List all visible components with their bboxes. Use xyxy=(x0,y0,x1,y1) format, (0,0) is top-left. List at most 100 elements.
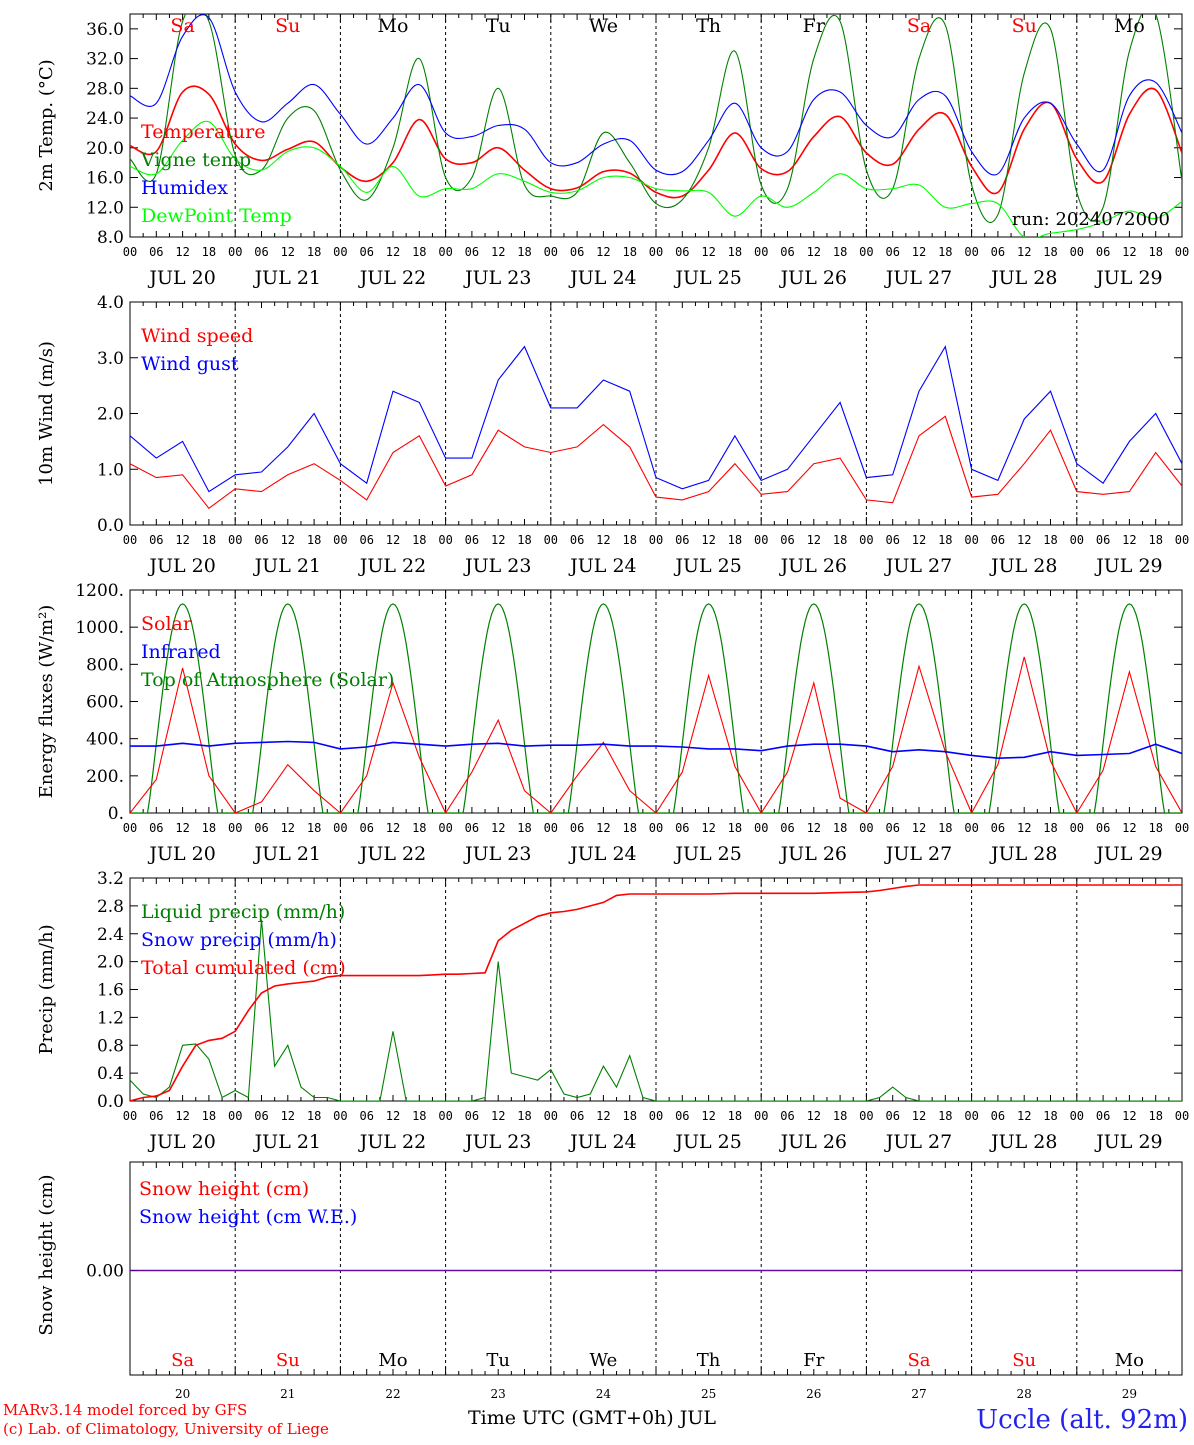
energy-date-label: JUL 23 xyxy=(463,843,531,865)
energy-hour-tick-label: 00 xyxy=(754,821,768,835)
wind-date-label: JUL 25 xyxy=(673,555,741,577)
energy-hour-tick-label: 18 xyxy=(1043,821,1057,835)
temp-hour-tick-label: 12 xyxy=(491,245,505,259)
wind-hour-tick-label: 06 xyxy=(149,533,163,547)
wind-hour-tick-label: 18 xyxy=(1043,533,1057,547)
day-number-label: 23 xyxy=(491,1387,506,1401)
wind-hour-tick-label: 12 xyxy=(1017,533,1031,547)
wind-hour-tick-label: 18 xyxy=(307,533,321,547)
vigne-series-line xyxy=(130,14,1182,223)
temp-hour-tick-label: 18 xyxy=(938,245,952,259)
energy-legend-entry: Top of Atmosphere (Solar) xyxy=(141,669,394,691)
precip-date-label: JUL 28 xyxy=(989,1131,1057,1153)
wind-hour-tick-label: 06 xyxy=(359,533,373,547)
precip-hour-tick-label: 00 xyxy=(228,1109,242,1123)
precip-y-tick-label: 0.0 xyxy=(97,1092,124,1112)
temp-hour-tick-label: 06 xyxy=(465,245,479,259)
temp-hour-tick-label: 12 xyxy=(281,245,295,259)
precip-y-tick-label: 1.2 xyxy=(97,1008,124,1028)
wind-hour-tick-label: 06 xyxy=(570,533,584,547)
energy-date-label: JUL 29 xyxy=(1094,843,1162,865)
energy-hour-tick-label: 12 xyxy=(491,821,505,835)
temp-hour-tick-label: 12 xyxy=(386,245,400,259)
precip-hour-tick-label: 00 xyxy=(859,1109,873,1123)
precip-hour-tick-label: 18 xyxy=(517,1109,531,1123)
energy-hour-tick-label: 06 xyxy=(675,821,689,835)
temp-weekday-label: Mo xyxy=(1114,15,1145,37)
temp-hour-tick-label: 06 xyxy=(991,245,1005,259)
wind-hour-tick-label: 06 xyxy=(780,533,794,547)
temp-hour-tick-label: 00 xyxy=(123,245,137,259)
energy-hour-tick-label: 06 xyxy=(254,821,268,835)
wind-date-label: JUL 20 xyxy=(147,555,215,577)
precip-date-label: JUL 20 xyxy=(147,1131,215,1153)
energy-hour-tick-label: 00 xyxy=(438,821,452,835)
energy-date-label: JUL 27 xyxy=(884,843,952,865)
station-name: Uccle (alt. 92m) xyxy=(976,1405,1188,1435)
precip-hour-tick-label: 12 xyxy=(912,1109,926,1123)
wind-date-label: JUL 22 xyxy=(358,555,426,577)
temp-y-tick-label: 16.0 xyxy=(86,169,124,189)
energy-hour-tick-label: 00 xyxy=(1175,821,1189,835)
energy-hour-tick-label: 12 xyxy=(386,821,400,835)
temp-y-axis-title: 2m Temp. (°C) xyxy=(36,59,57,191)
wind-y-axis-title: 10m Wind (m/s) xyxy=(36,341,57,486)
wind-hour-tick-label: 18 xyxy=(833,533,847,547)
wind-date-label: JUL 23 xyxy=(463,555,531,577)
precip-hour-tick-label: 06 xyxy=(359,1109,373,1123)
energy-y-tick-label: 1000. xyxy=(75,618,124,638)
wind-hour-tick-label: 00 xyxy=(544,533,558,547)
wind_gust-series-line xyxy=(130,345,1182,493)
wind-hour-tick-label: 00 xyxy=(123,533,137,547)
wind-series-group xyxy=(130,345,1182,510)
wind-date-label: JUL 24 xyxy=(568,555,636,577)
wind-date-label: JUL 29 xyxy=(1094,555,1162,577)
wind-hour-tick-label: 00 xyxy=(964,533,978,547)
temp-weekday-label: Su xyxy=(275,15,300,37)
energy-y-tick-label: 800. xyxy=(86,655,124,675)
day-number-label: 27 xyxy=(911,1387,926,1401)
wind-hour-tick-label: 12 xyxy=(281,533,295,547)
wind-hour-tick-label: 12 xyxy=(912,533,926,547)
wind-hour-tick-label: 18 xyxy=(1148,533,1162,547)
temp-hour-tick-label: 18 xyxy=(307,245,321,259)
energy-y-tick-label: 200. xyxy=(86,767,124,787)
precip-hour-tick-label: 12 xyxy=(175,1109,189,1123)
precip-hour-tick-label: 06 xyxy=(465,1109,479,1123)
infrared-series-line xyxy=(130,740,1182,760)
temp-hour-tick-label: 00 xyxy=(964,245,978,259)
precip-hour-tick-label: 00 xyxy=(1175,1109,1189,1123)
temp-hour-tick-label: 18 xyxy=(412,245,426,259)
temp-date-label: JUL 24 xyxy=(568,267,636,289)
energy-flux-panel: 0. 200. 400. 600. 800. 1000. 1200. Energy fluxe… xyxy=(36,581,1189,865)
footer: Time UTC (GMT+0h) JUL MARv3.14 model for… xyxy=(3,1401,1188,1438)
wind-hour-tick-label: 12 xyxy=(807,533,821,547)
precip-hour-tick-label: 12 xyxy=(386,1109,400,1123)
precip-hour-tick-label: 18 xyxy=(1148,1109,1162,1123)
energy-hour-tick-label: 18 xyxy=(833,821,847,835)
precip-hour-tick-label: 18 xyxy=(1043,1109,1057,1123)
precip-y-tick-label: 1.6 xyxy=(97,981,124,1001)
precip-hour-tick-label: 06 xyxy=(149,1109,163,1123)
wind-hour-tick-label: 06 xyxy=(885,533,899,547)
temp-hour-tick-label: 12 xyxy=(596,245,610,259)
temp-date-label: JUL 20 xyxy=(147,267,215,289)
snow-height-panel: 0.00 Snow height (cm) Snow height (cm) Snow… xyxy=(36,1161,1183,1401)
precip-hour-tick-label: 00 xyxy=(438,1109,452,1123)
temp-y-tick-label: 8.0 xyxy=(97,228,124,248)
temp-hour-tick-label: 00 xyxy=(333,245,347,259)
wind-hour-tick-label: 06 xyxy=(991,533,1005,547)
snow-weekday-label: Su xyxy=(276,1350,300,1371)
humidex-series-line xyxy=(130,14,1182,176)
solar-series-line xyxy=(130,656,1182,813)
energy-hour-tick-label: 06 xyxy=(780,821,794,835)
energy-hour-tick-label: 12 xyxy=(175,821,189,835)
temp-weekday-label: Sa xyxy=(907,15,931,37)
wind-hour-tick-label: 12 xyxy=(596,533,610,547)
precip-legend-entry: Snow precip (mm/h) xyxy=(141,929,337,951)
wind-hour-tick-label: 12 xyxy=(386,533,400,547)
precip-hour-tick-label: 00 xyxy=(333,1109,347,1123)
snow-weekday-label: Sa xyxy=(171,1350,194,1371)
energy-date-label: JUL 21 xyxy=(253,843,321,865)
